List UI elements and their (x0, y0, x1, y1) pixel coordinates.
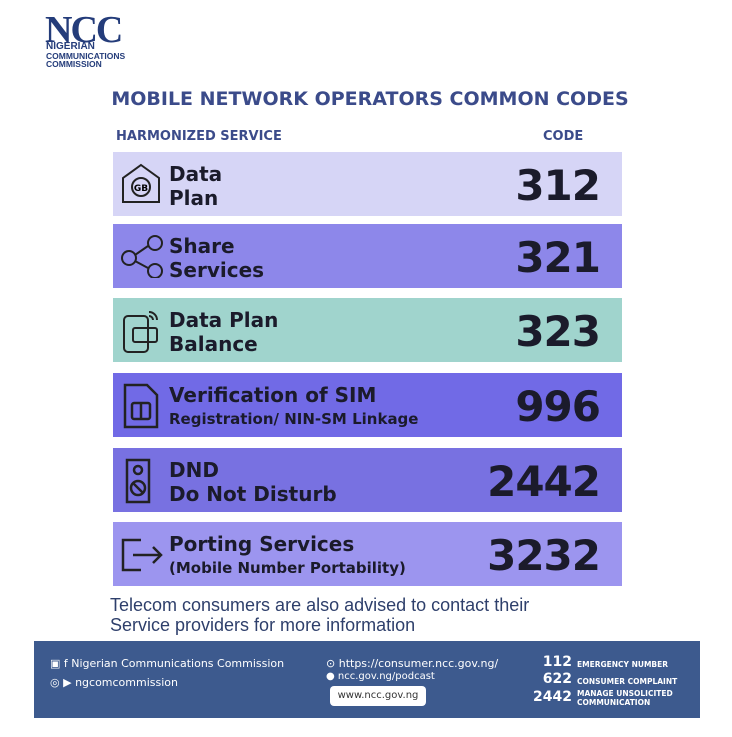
social-text: ngcomcommission (75, 676, 178, 689)
number-label: COMMUNICATION (577, 698, 651, 707)
logo-mark: NCC (45, 9, 123, 51)
service-label: Data (169, 162, 223, 186)
short-number: 112 (542, 654, 572, 670)
icon (123, 311, 158, 353)
service-label: Do Not Disturb (169, 482, 337, 506)
service-label: Share (169, 234, 235, 258)
service-label: Porting Services (169, 532, 355, 556)
code-row: GB Data Plan 312 (113, 152, 622, 216)
website-button[interactable]: www.ncc.gov.ng (330, 686, 426, 706)
code: 321 (515, 233, 601, 282)
code: 996 (515, 382, 601, 431)
service-label: DND (169, 458, 219, 482)
note: Service providers for more information (110, 615, 416, 635)
service-label: Data Plan (169, 308, 279, 332)
icon: GB (122, 163, 160, 203)
link[interactable]: ⊙ https://consumer.ncc.gov.ng/ (326, 657, 499, 670)
service-label: Services (169, 258, 265, 282)
short-number: 622 (542, 671, 572, 687)
title: MOBILE NETWORK OPERATORS COMMON CODES (111, 88, 629, 110)
logo-text: COMMUNICATIONS (46, 51, 126, 61)
code: 312 (515, 161, 601, 210)
short-number: 2442 (533, 689, 572, 705)
logo-text: COMMISSION (46, 59, 102, 69)
service-label: (Mobile Number Portability) (169, 559, 406, 577)
number-label: MANAGE UNSOLICITED (577, 689, 673, 698)
code-row: Data Plan Balance 323 (113, 298, 622, 362)
link[interactable]: ● ncc.gov.ng/podcast (326, 671, 435, 682)
service-label: Registration/ NIN-SM Linkage (169, 410, 419, 428)
service-label: Plan (169, 186, 219, 210)
social-handle: ◎ ▶ ngcomcommission (50, 676, 178, 689)
code-row: DND Do Not Disturb 2442 (113, 448, 622, 512)
note: Telecom consumers are also advised to co… (110, 595, 530, 615)
code-row: Share Services 321 (113, 224, 622, 288)
footer: ▣ f Nigerian Communications Commission ◎… (34, 641, 700, 718)
icon (121, 538, 163, 572)
code-row: Porting Services (Mobile Number Portabil… (113, 522, 622, 586)
column-header: CODE (543, 129, 584, 144)
code: 3232 (487, 531, 601, 580)
service-label: Verification of SIM (169, 383, 377, 407)
social-handle: ▣ f Nigerian Communications Commission (50, 657, 285, 670)
link-text[interactable]: https://consumer.ncc.gov.ng/ (338, 657, 499, 670)
social-text: Nigerian Communications Commission (71, 657, 285, 670)
icon (121, 235, 163, 278)
logo-text: NIGERIAN (46, 41, 95, 52)
number-label: EMERGENCY NUMBER (577, 660, 669, 669)
code-row: Verification of SIM Registration/ NIN-SM… (113, 373, 622, 437)
code: 323 (515, 307, 601, 356)
column-header: HARMONIZED SERVICE (116, 129, 282, 144)
icon (123, 383, 159, 429)
icon (125, 458, 151, 504)
code: 2442 (487, 457, 601, 506)
service-label: Balance (169, 332, 258, 356)
link-text[interactable]: ncc.gov.ng/podcast (337, 671, 435, 682)
number-label: CONSUMER COMPLAINT (577, 677, 678, 686)
svg-text:GB: GB (134, 184, 148, 194)
